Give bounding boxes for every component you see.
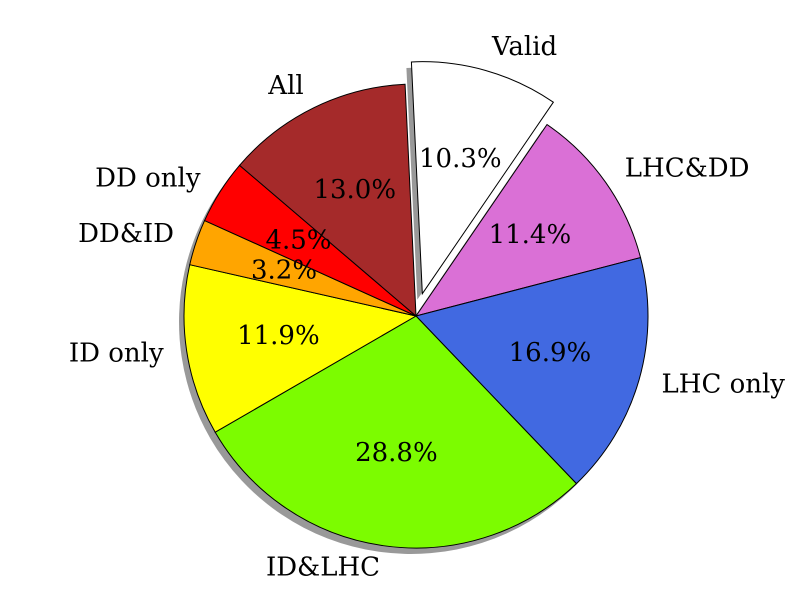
category-label: ID only — [69, 338, 164, 368]
value-label: 28.8% — [355, 438, 438, 468]
wedge — [214, 315, 578, 549]
value-label: 11.4% — [489, 220, 572, 250]
category-label: LHC&DD — [625, 153, 750, 183]
category-label: Valid — [491, 32, 557, 62]
category-label: DD only — [95, 163, 201, 193]
category-label: All — [267, 71, 303, 101]
wedge — [183, 264, 418, 433]
wedge — [238, 83, 417, 318]
wedge — [410, 61, 555, 296]
category-label: DD&ID — [78, 219, 174, 249]
category-label: ID&LHC — [266, 553, 380, 583]
wedge — [414, 123, 642, 317]
value-label: 13.0% — [313, 175, 396, 205]
value-label: 11.9% — [237, 321, 320, 351]
value-label: 10.3% — [419, 144, 502, 174]
value-label: 16.9% — [509, 338, 592, 368]
value-label: 4.5% — [265, 225, 331, 255]
wedge — [415, 256, 649, 485]
value-label: 3.2% — [251, 256, 317, 286]
category-label: LHC only — [662, 370, 786, 400]
